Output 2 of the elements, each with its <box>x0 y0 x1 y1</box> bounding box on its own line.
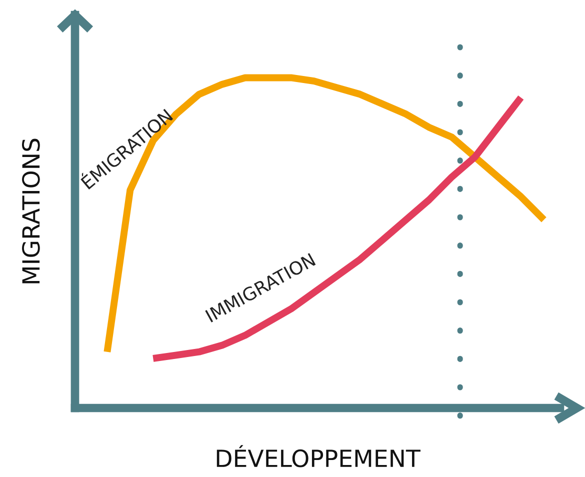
y-axis-title: MIGRATIONS <box>22 138 40 284</box>
x-axis-title: DÉVELOPPEMENT <box>216 445 420 468</box>
